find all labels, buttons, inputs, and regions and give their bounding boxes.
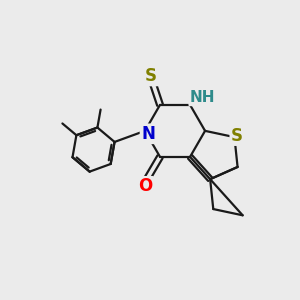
Text: NH: NH: [190, 90, 215, 105]
Text: S: S: [145, 67, 157, 85]
Text: N: N: [141, 125, 155, 143]
Text: O: O: [138, 177, 152, 195]
Text: S: S: [231, 127, 243, 145]
